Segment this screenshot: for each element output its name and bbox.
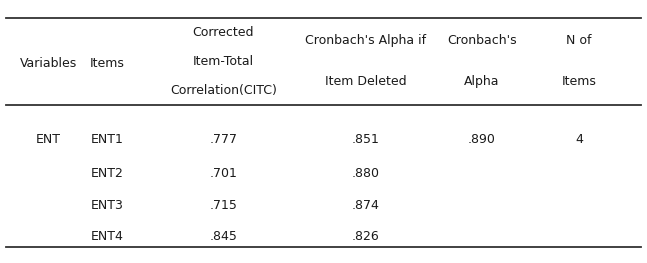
Text: Items: Items: [89, 57, 124, 70]
Text: .701: .701: [209, 167, 237, 180]
Text: Item Deleted: Item Deleted: [325, 75, 406, 88]
Text: Alpha: Alpha: [465, 75, 499, 88]
Text: ENT1: ENT1: [91, 133, 123, 146]
Text: .715: .715: [209, 199, 237, 212]
Text: 4: 4: [575, 133, 583, 146]
Text: N of: N of: [566, 34, 592, 47]
Text: Correlation(CITC): Correlation(CITC): [170, 84, 277, 97]
Text: Corrected: Corrected: [192, 26, 254, 39]
Text: .890: .890: [468, 133, 496, 146]
Text: ENT2: ENT2: [91, 167, 123, 180]
Text: .874: .874: [351, 199, 380, 212]
Text: Cronbach's Alpha if: Cronbach's Alpha if: [305, 34, 426, 47]
Text: ENT4: ENT4: [91, 230, 123, 243]
Text: Item-Total: Item-Total: [193, 55, 254, 68]
Text: .845: .845: [209, 230, 237, 243]
Text: Items: Items: [562, 75, 597, 88]
Text: .777: .777: [209, 133, 237, 146]
Text: .880: .880: [351, 167, 380, 180]
Text: Variables: Variables: [20, 57, 77, 70]
Text: .851: .851: [351, 133, 380, 146]
Text: ENT3: ENT3: [91, 199, 123, 212]
Text: ENT: ENT: [36, 133, 61, 146]
Text: Cronbach's: Cronbach's: [447, 34, 517, 47]
Text: .826: .826: [352, 230, 379, 243]
